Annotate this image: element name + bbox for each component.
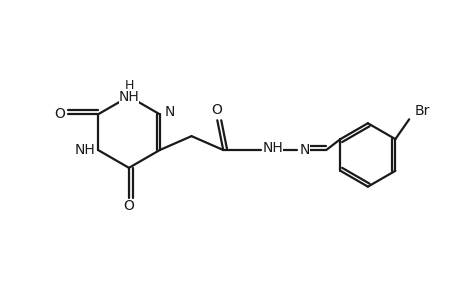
Text: NH: NH [118, 89, 139, 103]
Text: H: H [124, 79, 134, 92]
Text: NH: NH [262, 141, 283, 155]
Text: NH: NH [75, 143, 95, 157]
Text: O: O [123, 200, 134, 214]
Text: N: N [299, 143, 309, 157]
Text: Br: Br [414, 104, 429, 118]
Text: O: O [54, 107, 65, 121]
Text: O: O [210, 103, 221, 117]
Text: N: N [164, 105, 174, 119]
